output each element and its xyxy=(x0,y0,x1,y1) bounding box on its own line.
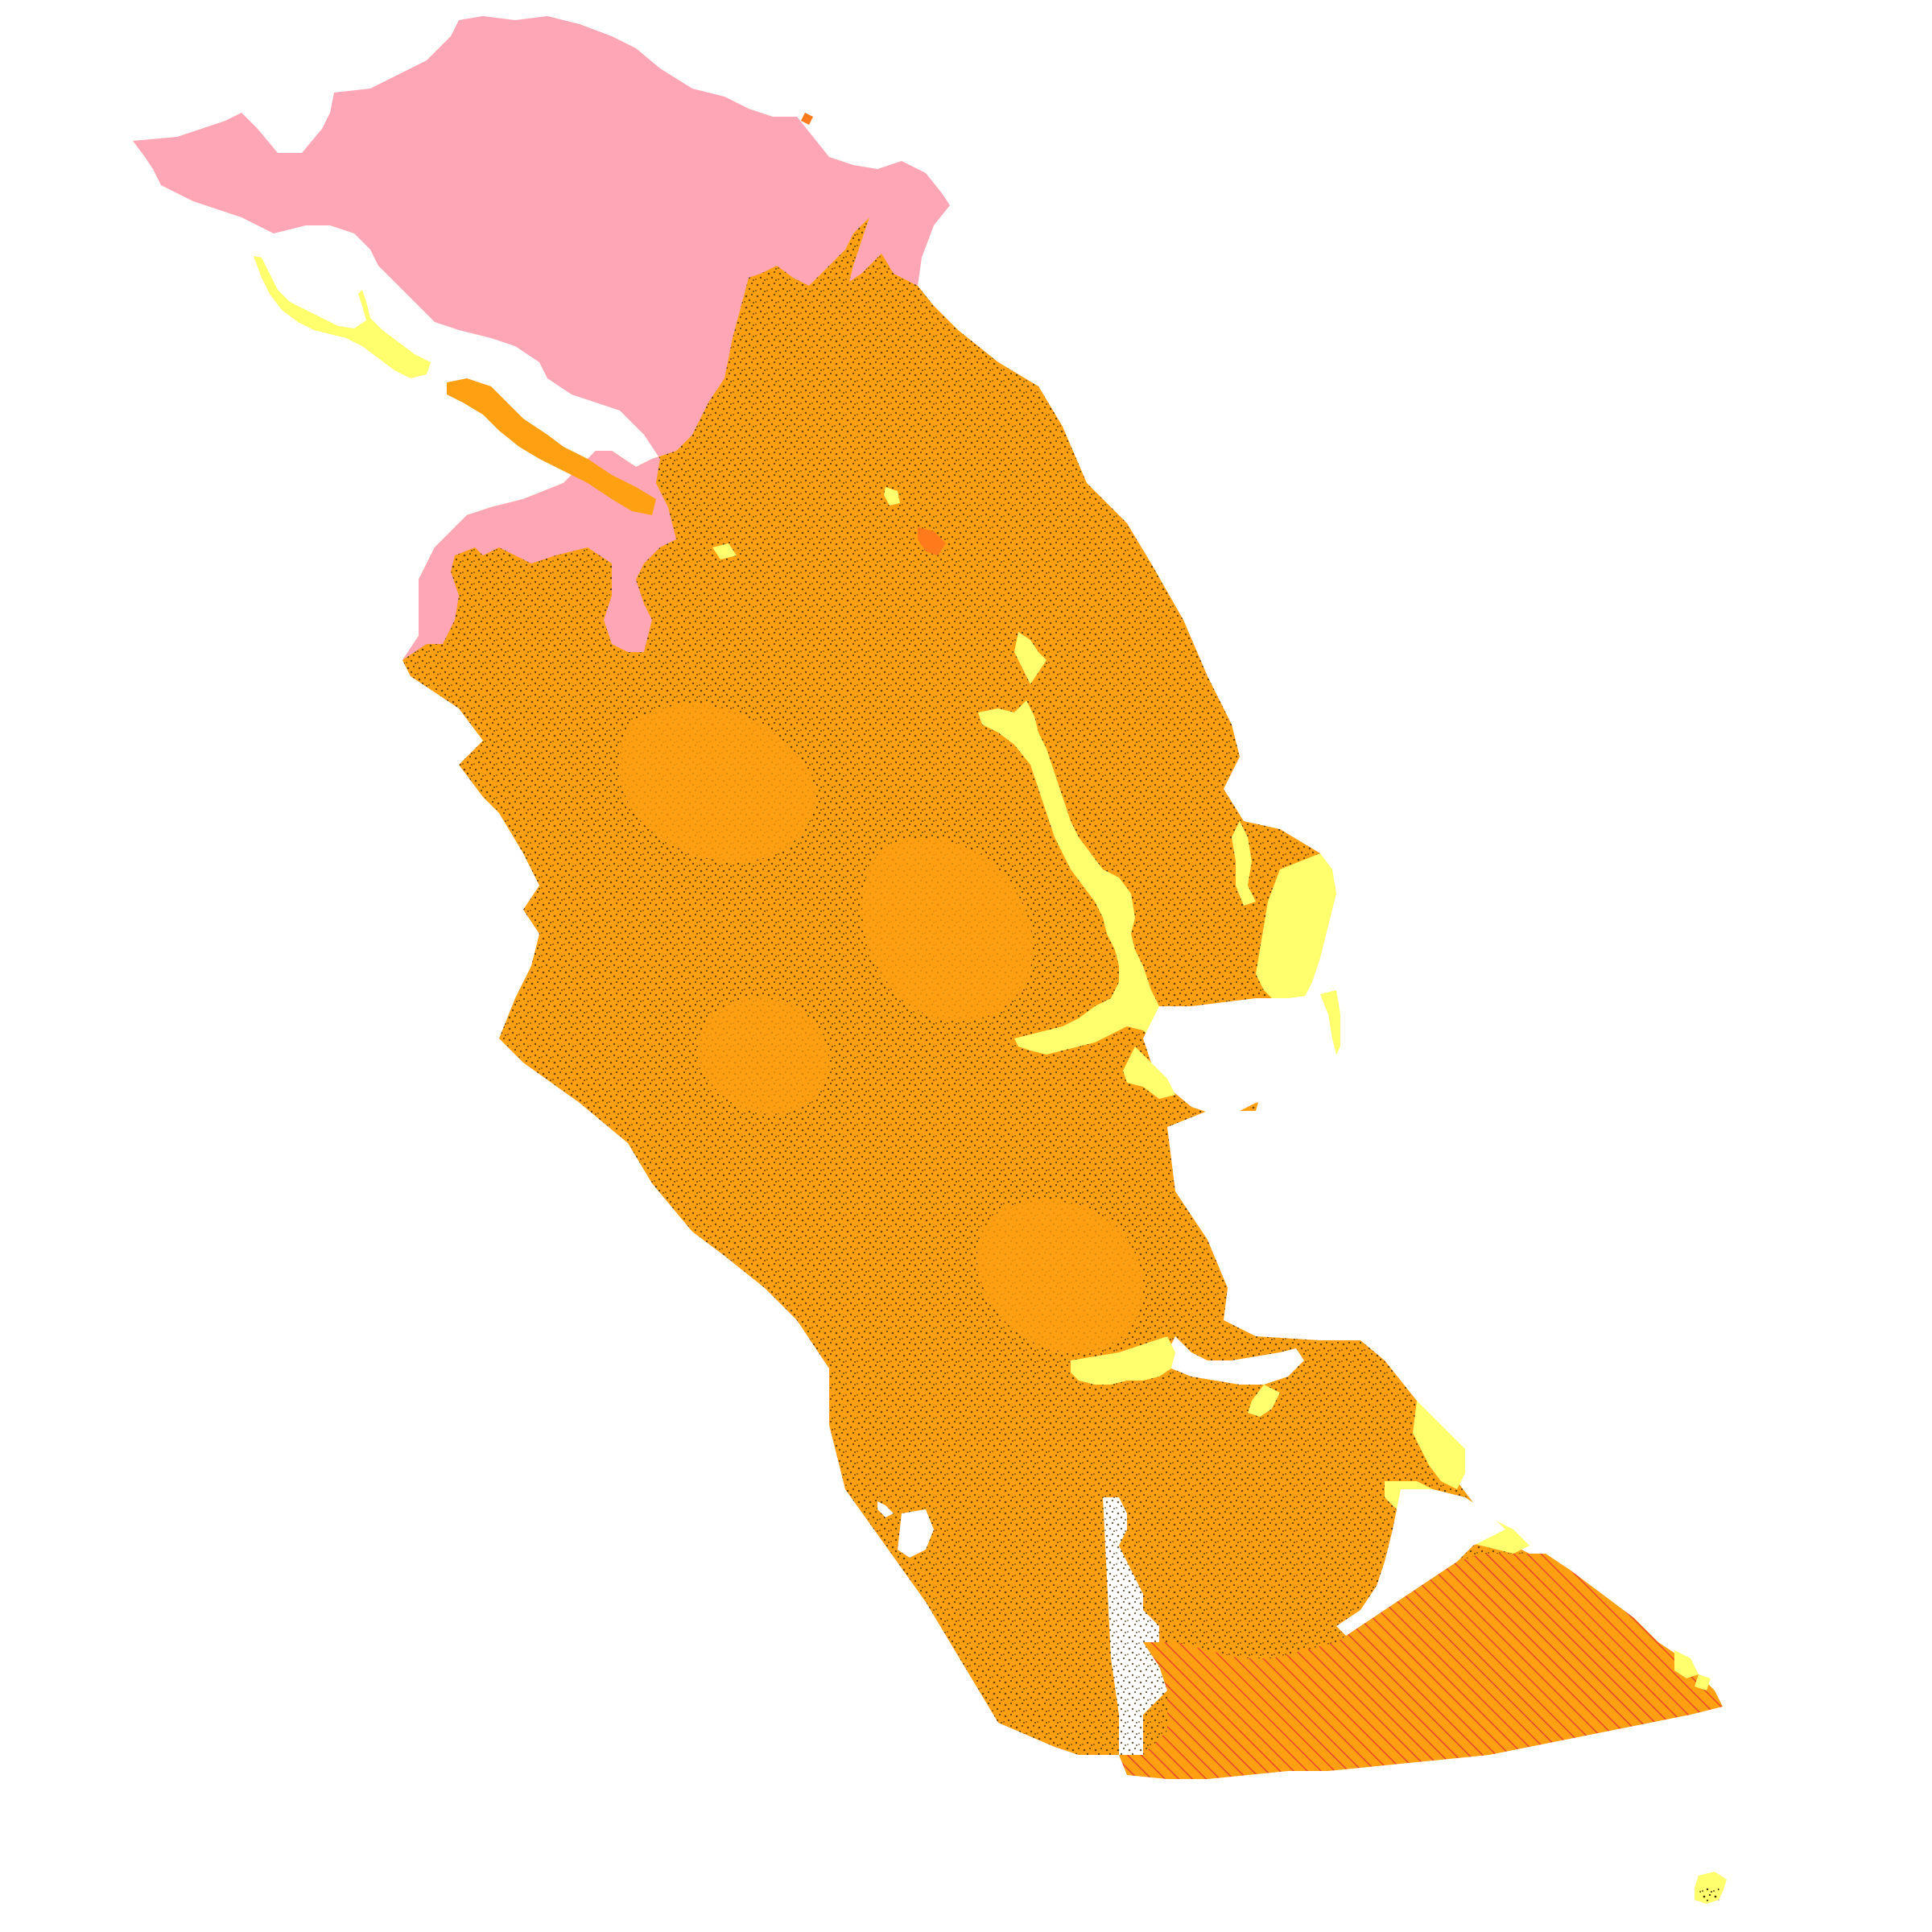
unit-yellow-inlet-fringe xyxy=(1248,1385,1280,1417)
unit-yellow-stream xyxy=(254,256,431,378)
unit-hatched-area xyxy=(1119,1554,1723,1779)
gap-white xyxy=(898,1509,934,1558)
orange-plain-patch xyxy=(698,997,829,1114)
orange-plain-patch xyxy=(619,704,815,862)
gap-white xyxy=(499,853,519,877)
unit-yellow-bayfringe xyxy=(1123,1046,1175,1099)
unit-yellow-strip xyxy=(1232,821,1256,906)
water-estuary-se xyxy=(1336,1489,1505,1642)
orange-plain-patch xyxy=(861,838,1034,1022)
unit-yellow-spot xyxy=(712,543,737,559)
gap-white xyxy=(877,1501,894,1517)
orange-plain-patch xyxy=(976,1200,1143,1352)
unit-dark-orange-spot xyxy=(918,527,946,555)
unit-yellow-stippled-islet-pattern xyxy=(1699,1888,1721,1901)
unit-yellow-coastal-bit xyxy=(1674,1650,1699,1678)
unit-yellow-coastal-bit xyxy=(1695,1674,1711,1690)
water-inlet-south xyxy=(1167,1336,1304,1385)
unit-yellow-inlet-fringe xyxy=(1071,1336,1175,1385)
unit-pink-area xyxy=(133,16,950,660)
unit-yellow-spot xyxy=(884,487,900,506)
unit-dark-orange-spot xyxy=(801,113,813,125)
unit-orange-channel xyxy=(447,378,656,515)
unit-yellow-wedge xyxy=(1256,853,1336,1002)
unit-yellow-bayfringe xyxy=(1320,990,1340,1055)
unit-yellow-channel xyxy=(978,632,1183,1055)
water-bay-central xyxy=(1143,994,1340,1115)
unit-yellow-coast xyxy=(1413,1401,1465,1489)
